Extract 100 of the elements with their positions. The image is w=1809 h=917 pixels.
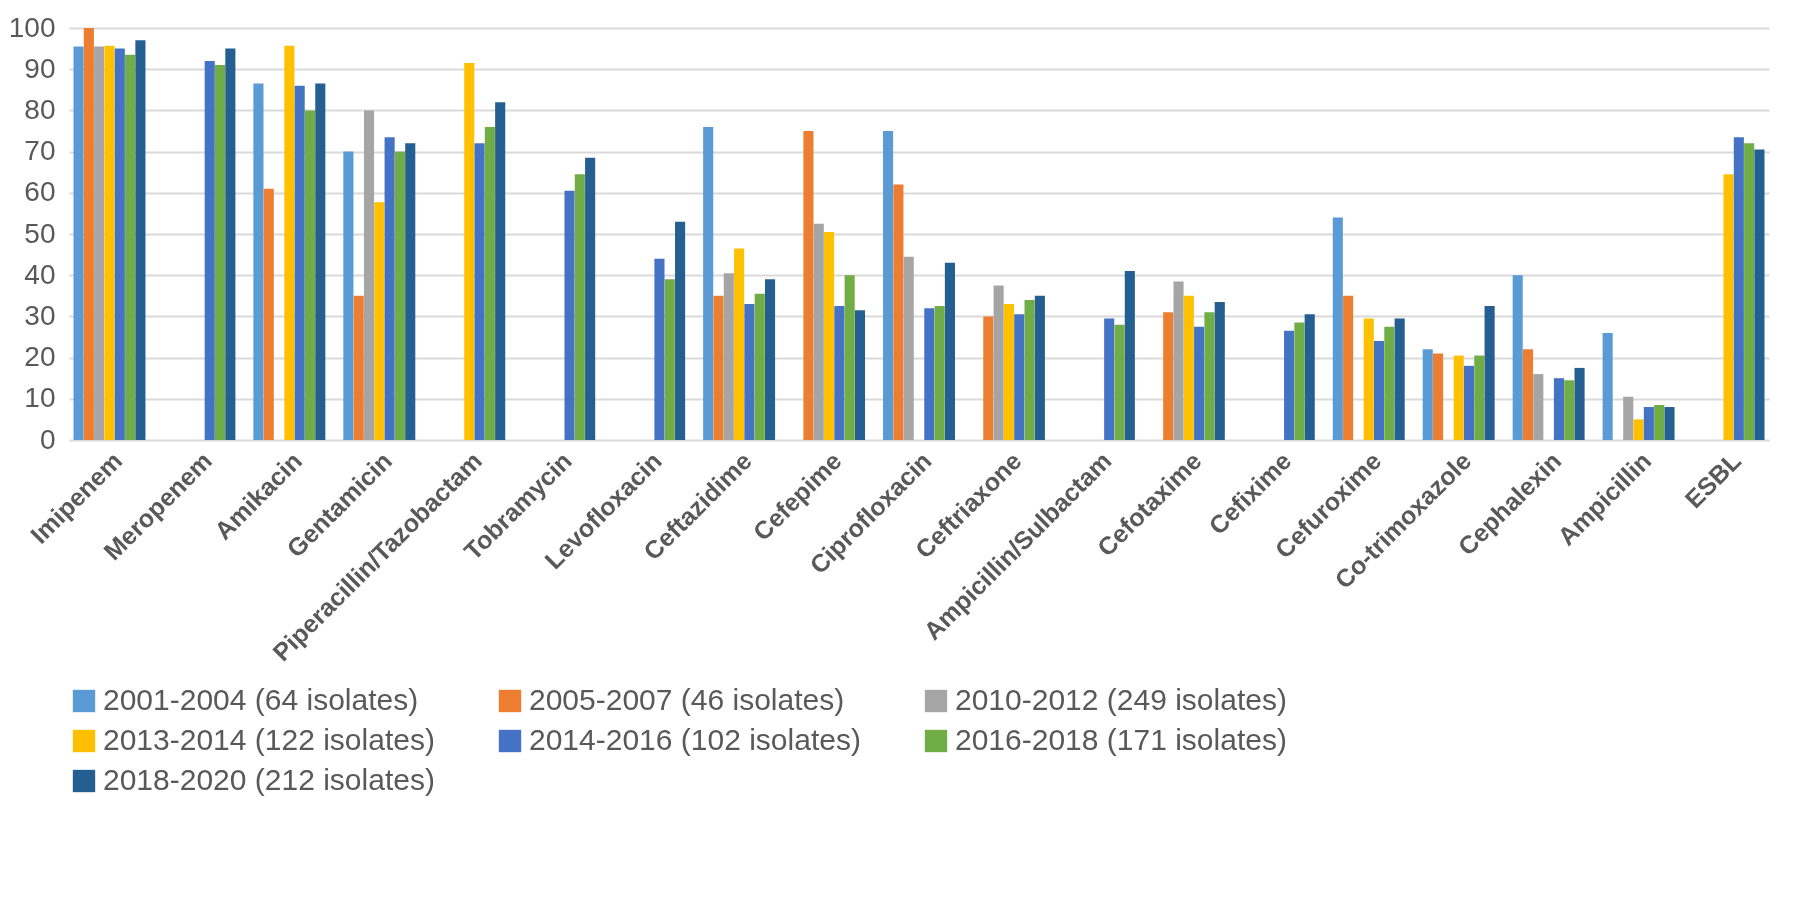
bar bbox=[304, 110, 316, 440]
legend-label: 2013-2014 (122 isolates) bbox=[103, 723, 435, 756]
bar bbox=[1533, 374, 1544, 440]
bar bbox=[1394, 318, 1405, 440]
legend-label: 2001-2004 (64 isolates) bbox=[103, 683, 419, 716]
bar bbox=[73, 46, 84, 440]
bar bbox=[83, 28, 94, 440]
bar bbox=[405, 143, 416, 440]
bar bbox=[1512, 275, 1523, 440]
bar bbox=[125, 54, 136, 440]
bar bbox=[844, 275, 855, 440]
y-tick-label: 10 bbox=[24, 382, 56, 414]
bar bbox=[1484, 306, 1495, 440]
bar bbox=[675, 221, 686, 440]
y-tick-label: 0 bbox=[39, 423, 56, 455]
bar bbox=[983, 316, 994, 440]
bar bbox=[664, 279, 675, 440]
y-tick-label: 70 bbox=[24, 135, 56, 167]
bar bbox=[803, 131, 814, 440]
bar bbox=[1733, 137, 1744, 440]
bar bbox=[754, 293, 765, 440]
bar bbox=[903, 256, 914, 440]
bar bbox=[135, 40, 146, 440]
bar bbox=[944, 262, 955, 440]
legend-label: 2005-2007 (46 isolates) bbox=[529, 683, 845, 716]
bar bbox=[883, 131, 894, 440]
bar bbox=[564, 190, 575, 440]
bar bbox=[1003, 304, 1014, 440]
bar bbox=[744, 304, 755, 440]
bar bbox=[813, 223, 824, 440]
y-tick-label: 90 bbox=[24, 52, 56, 84]
bar bbox=[1332, 217, 1343, 440]
bar bbox=[1163, 312, 1174, 440]
bar bbox=[484, 126, 495, 440]
bar bbox=[993, 285, 1004, 440]
y-tick-label: 40 bbox=[24, 258, 56, 290]
y-tick-label: 20 bbox=[24, 341, 56, 373]
bar bbox=[1574, 367, 1585, 440]
bar bbox=[1664, 407, 1675, 440]
bar bbox=[495, 102, 506, 440]
bar bbox=[1643, 407, 1654, 440]
bar bbox=[854, 310, 866, 440]
bar bbox=[1343, 295, 1354, 440]
bar bbox=[1373, 341, 1385, 440]
bar bbox=[834, 306, 845, 440]
y-tick-label: 60 bbox=[24, 176, 56, 208]
legend-label: 2016-2018 (171 isolates) bbox=[955, 723, 1287, 756]
legend-label: 2018-2020 (212 isolates) bbox=[103, 763, 435, 796]
bar bbox=[1754, 149, 1765, 440]
bar bbox=[464, 63, 475, 440]
bar bbox=[1744, 143, 1755, 440]
bar bbox=[294, 85, 305, 440]
bar bbox=[1173, 281, 1184, 440]
bar bbox=[353, 295, 364, 440]
bar bbox=[253, 83, 264, 440]
bar bbox=[1453, 355, 1464, 440]
bar bbox=[214, 65, 226, 440]
bar bbox=[654, 258, 665, 440]
bar bbox=[394, 151, 405, 440]
legend-label: 2014-2016 (102 isolates) bbox=[529, 723, 861, 756]
bar bbox=[1363, 318, 1374, 440]
bar bbox=[114, 48, 125, 440]
bar bbox=[703, 126, 714, 440]
bar bbox=[893, 184, 904, 440]
bar bbox=[1474, 355, 1485, 440]
y-tick-label: 30 bbox=[24, 299, 56, 331]
bar bbox=[1623, 396, 1634, 440]
bar bbox=[1723, 174, 1734, 440]
bar bbox=[94, 46, 105, 440]
bar bbox=[1114, 324, 1125, 440]
bar bbox=[1214, 301, 1225, 440]
bar bbox=[1384, 326, 1395, 440]
bar bbox=[734, 248, 745, 440]
bar bbox=[1633, 419, 1644, 440]
bar bbox=[1422, 349, 1433, 440]
bar bbox=[384, 137, 395, 440]
y-tick-label: 100 bbox=[8, 11, 56, 43]
y-tick-label: 80 bbox=[24, 93, 56, 125]
bar bbox=[1654, 404, 1665, 440]
bar bbox=[924, 308, 935, 440]
bar bbox=[1204, 312, 1215, 440]
bar bbox=[1284, 330, 1295, 440]
bar bbox=[225, 48, 236, 440]
bar bbox=[474, 143, 485, 440]
bar bbox=[1304, 314, 1315, 440]
bar bbox=[284, 45, 295, 440]
bar bbox=[723, 273, 734, 440]
bar bbox=[1024, 299, 1035, 440]
bar bbox=[363, 110, 375, 440]
bar bbox=[374, 202, 385, 440]
bar bbox=[824, 231, 835, 440]
bar bbox=[1522, 349, 1534, 440]
legend-label: 2010-2012 (249 isolates) bbox=[955, 683, 1287, 716]
bar bbox=[574, 174, 585, 440]
bar bbox=[1433, 353, 1444, 440]
bar bbox=[1463, 365, 1475, 440]
bar bbox=[713, 295, 724, 440]
bar bbox=[1294, 322, 1305, 440]
bar bbox=[104, 45, 115, 440]
bar bbox=[1194, 326, 1205, 440]
